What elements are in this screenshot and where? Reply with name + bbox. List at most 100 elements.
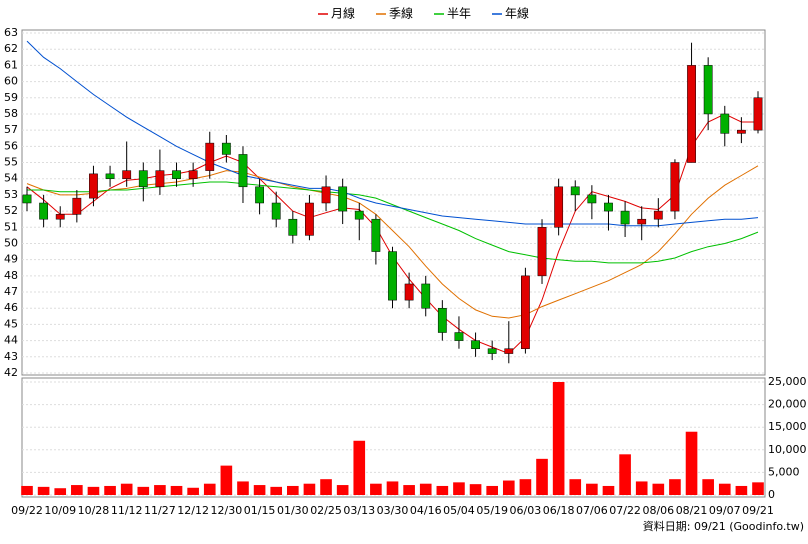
candle-body — [570, 186, 580, 196]
y-tick-label: 46 — [4, 301, 18, 314]
legend-label: 月線 — [331, 6, 355, 21]
candle-body — [188, 170, 198, 179]
candle-body — [172, 170, 181, 179]
legend-label: 半年 — [447, 7, 471, 21]
volume-bar — [619, 454, 631, 495]
x-tick-label: 05/04 — [443, 504, 475, 517]
x-tick-label: 09/21 — [742, 504, 774, 517]
candle-body — [653, 210, 663, 220]
candle-body — [521, 275, 530, 349]
volume-bar — [419, 483, 432, 495]
legend-label: 年線 — [505, 6, 529, 21]
volume-bar — [270, 486, 283, 495]
x-tick-label: 10/28 — [78, 504, 110, 517]
y2-tick-label: 10,000 — [768, 443, 807, 456]
volume-bar — [253, 485, 266, 495]
x-tick-label: 09/22 — [11, 504, 43, 517]
y-tick-label: 60 — [4, 75, 18, 88]
x-tick-label: 08/21 — [676, 504, 708, 517]
candle-body — [720, 113, 730, 134]
x-tick-label: 03/30 — [377, 504, 409, 517]
candle-body — [122, 170, 132, 179]
candle-body — [687, 65, 696, 163]
volume-bar — [203, 483, 216, 495]
volume-bar — [735, 485, 748, 495]
y-tick-label: 62 — [4, 42, 18, 55]
candle-body — [587, 194, 597, 204]
volume-frame — [21, 377, 766, 498]
y-tick-label: 48 — [4, 269, 18, 282]
volume-bar — [170, 485, 183, 495]
volume-bar — [519, 479, 532, 495]
x-tick-label: 03/13 — [343, 504, 375, 517]
volume-bar — [453, 482, 465, 495]
volume-bar — [602, 485, 615, 495]
volume-bar — [353, 440, 366, 495]
ma-line — [26, 40, 759, 227]
volume-bar — [71, 485, 83, 495]
y-tick-label: 55 — [4, 156, 18, 169]
y-tick-label: 59 — [4, 91, 18, 104]
y-tick-label: 58 — [4, 107, 18, 120]
candle-body — [421, 283, 431, 309]
x-tick-label: 12/30 — [211, 504, 243, 517]
volume-bar — [336, 485, 349, 495]
y2-tick-label: 20,000 — [768, 398, 807, 411]
x-tick-label: 09/07 — [709, 504, 741, 517]
candle-body — [371, 218, 381, 252]
candle-body — [736, 129, 746, 134]
x-tick-label: 10/09 — [44, 504, 76, 517]
volume-bar — [586, 483, 598, 495]
candle-body — [388, 251, 397, 301]
candle-body — [620, 210, 630, 225]
candle-body — [454, 332, 464, 341]
candle-body — [22, 194, 32, 204]
candle-body — [504, 348, 514, 354]
ma-line — [26, 113, 758, 355]
volume-bar — [669, 479, 681, 495]
y-tick-label: 45 — [4, 317, 18, 330]
y-tick-label: 53 — [4, 188, 18, 201]
volume-bar — [752, 482, 764, 495]
volume-bar — [718, 483, 731, 495]
candle-body — [321, 186, 331, 204]
x-tick-label: 06/03 — [510, 504, 542, 517]
volume-bar — [502, 480, 515, 495]
volume-bar — [187, 487, 199, 495]
candle-body — [89, 173, 98, 199]
candle-body — [604, 202, 613, 212]
y2-tick-label: 5,000 — [768, 465, 800, 478]
candle-body — [637, 218, 647, 225]
y-tick-label: 54 — [4, 172, 18, 185]
y-tick-label: 61 — [4, 58, 18, 71]
volume-bar — [120, 483, 133, 495]
x-tick-label: 12/12 — [177, 504, 209, 517]
candle-body — [238, 154, 248, 188]
volume-bar — [220, 465, 233, 495]
volume-bar — [137, 486, 150, 495]
candle-body — [471, 340, 480, 349]
ma-line — [27, 181, 759, 264]
candle-body — [487, 348, 497, 354]
y-tick-label: 52 — [4, 204, 18, 217]
x-tick-label: 02/25 — [310, 504, 342, 517]
candle-body — [537, 227, 547, 277]
volume-bar — [436, 485, 449, 495]
candle-body — [338, 186, 348, 212]
candle-body — [753, 97, 763, 131]
y-tick-label: 51 — [4, 220, 18, 233]
x-tick-label: 01/30 — [277, 504, 309, 517]
volume-bar — [536, 458, 548, 495]
candle-body — [55, 214, 65, 220]
legend-label: 季線 — [389, 6, 413, 21]
y-tick-label: 56 — [4, 139, 18, 152]
y2-tick-label: 15,000 — [768, 420, 807, 433]
candle-body — [155, 170, 165, 188]
x-tick-label: 07/06 — [576, 504, 608, 517]
volume-bar — [486, 485, 498, 495]
price-frame — [21, 29, 766, 376]
candle-body — [305, 202, 314, 236]
x-tick-label: 05/19 — [476, 504, 508, 517]
y-tick-label: 49 — [4, 253, 18, 266]
